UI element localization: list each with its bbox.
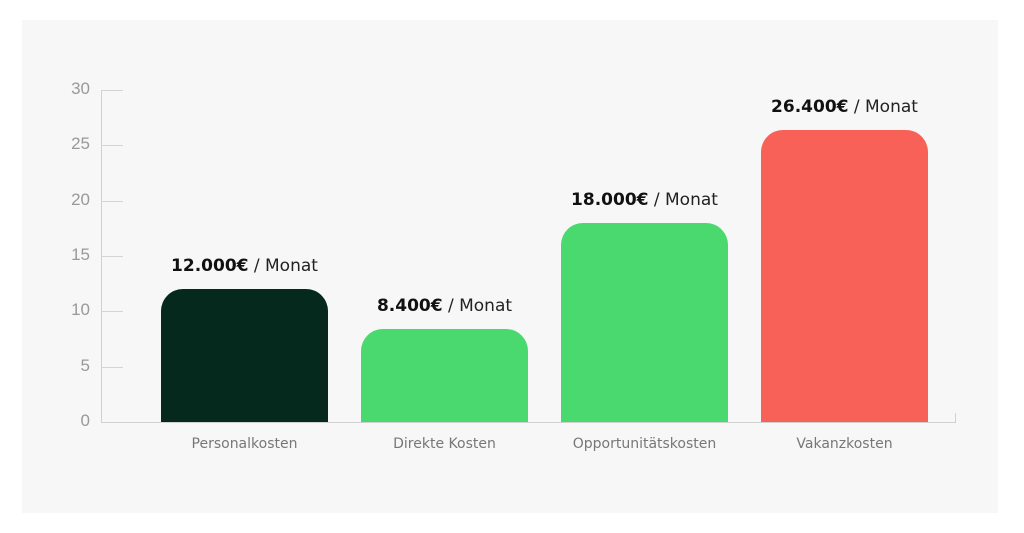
y-tick-label: 20	[71, 189, 90, 209]
x-category-label: Direkte Kosten	[393, 436, 496, 452]
y-tick-mark	[101, 200, 123, 202]
y-tick-mark	[101, 256, 123, 257]
y-tick-label: 0	[80, 411, 90, 430]
y-tick-label: 25	[71, 134, 90, 154]
value-amount: 12.000€	[171, 256, 249, 277]
y-tick-label: 10	[71, 300, 90, 320]
value-unit: / Monat	[442, 296, 513, 317]
value-unit: / Monat	[248, 256, 318, 277]
y-tick-mark	[101, 311, 123, 313]
x-axis-end-tick	[955, 413, 956, 423]
y-tick-mark	[101, 90, 123, 91]
x-axis-line	[101, 422, 956, 423]
bar-direkte-kosten	[361, 329, 528, 422]
y-tick-mark	[101, 366, 123, 368]
value-amount: 8.400€	[376, 296, 443, 317]
bar-vakanzkosten	[761, 129, 928, 422]
y-tick-label: 5	[80, 355, 90, 375]
bar-value-label: 26.400€ / Monat	[725, 97, 965, 117]
value-amount: 26.400€	[771, 96, 849, 117]
y-tick-label: 15	[71, 245, 90, 264]
value-unit: / Monat	[848, 96, 918, 117]
x-category-label: Opportunitätskosten	[572, 436, 717, 452]
y-tick-label: 30	[71, 79, 90, 98]
bar-value-label: 18.000€ / Monat	[525, 190, 765, 210]
bar-value-label: 8.400€ / Monat	[325, 296, 565, 316]
x-category-label: Vakanzkosten	[796, 436, 893, 452]
bar-value-label: 12.000€ / Monat	[125, 256, 365, 276]
value-amount: 18.000€	[571, 189, 649, 210]
bar-opportunitätskosten	[561, 222, 728, 422]
x-category-label: Personalkosten	[191, 436, 298, 452]
y-tick-mark	[101, 145, 123, 147]
bar-personalkosten	[161, 289, 328, 422]
value-unit: / Monat	[648, 189, 718, 210]
